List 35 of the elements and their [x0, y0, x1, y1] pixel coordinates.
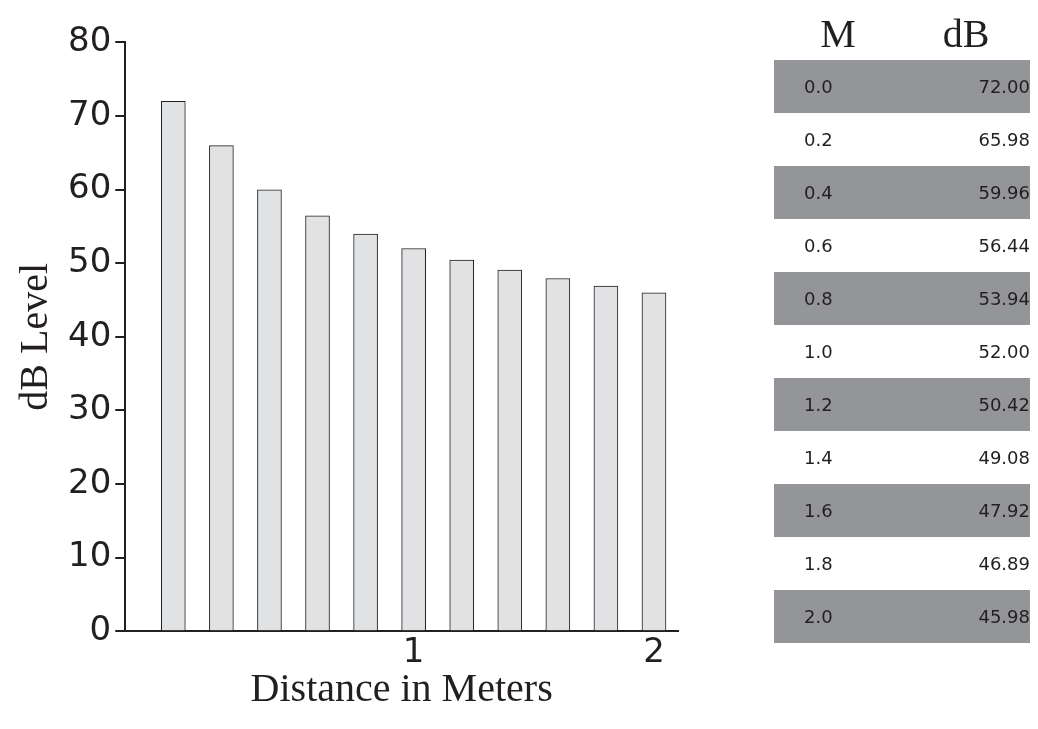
y-tick-label: 10	[68, 534, 112, 575]
y-tick-label: 50	[68, 240, 112, 281]
y-tick-label: 0.2	[803, 129, 834, 150]
data-label: 53.94	[977, 288, 1030, 309]
y-tick-label: 1.4	[803, 447, 834, 468]
data-label: 65.98	[977, 129, 1030, 150]
x-tick-label: 2	[643, 630, 665, 671]
y-tick-label: 70	[68, 92, 112, 133]
y-tick-label: 1.2	[803, 394, 834, 415]
y-tick-label: 2.0	[803, 606, 834, 627]
y-tick-label: 80	[68, 19, 112, 60]
data-label: 46.89	[977, 553, 1030, 574]
y-tick-label: 0.0	[803, 76, 834, 97]
y-tick-label: 1.0	[803, 341, 834, 362]
data-label: 72.00	[977, 76, 1030, 97]
x-tick-label: dB	[941, 10, 991, 58]
data-label: 45.98	[977, 606, 1030, 627]
data-label: 50.42	[977, 394, 1030, 415]
y-tick-label: 0	[89, 608, 112, 649]
y-tick-label: 0.8	[803, 288, 834, 309]
y-tick-label: 0.6	[803, 235, 834, 256]
y-tick-label: 1.8	[803, 553, 834, 574]
data-label: 47.92	[977, 500, 1030, 521]
y-tick-label: 20	[68, 460, 112, 501]
data-label: 52.00	[977, 341, 1030, 362]
y-tick-label: 30	[68, 387, 112, 428]
y-axis-title: dB Level	[10, 262, 56, 411]
y-tick-label: 0.4	[803, 182, 834, 203]
data-label: 49.08	[977, 447, 1030, 468]
y-tick-label: 60	[68, 166, 112, 207]
y-tick-label: 40	[68, 313, 112, 354]
data-label: 59.96	[977, 182, 1030, 203]
y-tick-label: 1.6	[803, 500, 834, 521]
data-label: 56.44	[977, 235, 1030, 256]
y-axis-title: M	[819, 10, 857, 58]
